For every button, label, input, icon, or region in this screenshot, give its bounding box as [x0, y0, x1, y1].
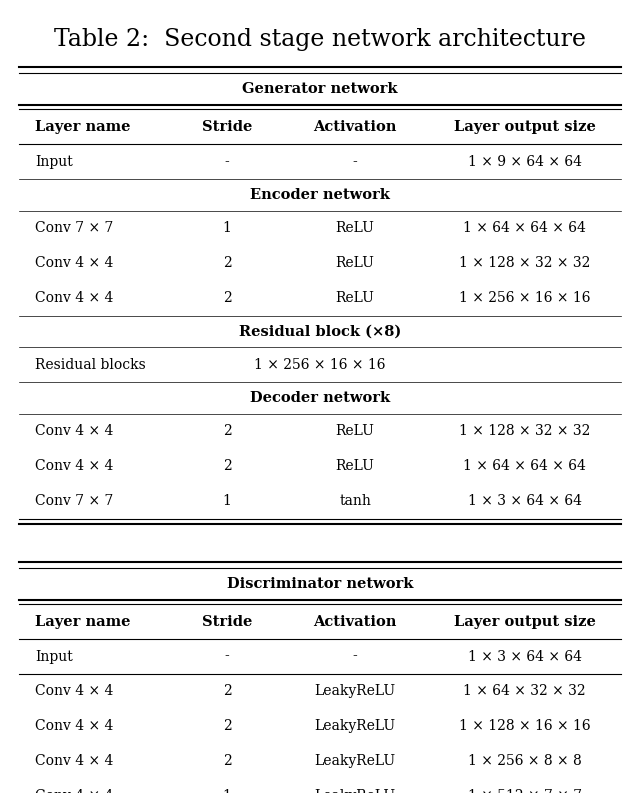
Text: Input: Input [35, 155, 73, 169]
Text: Conv 4 × 4: Conv 4 × 4 [35, 291, 113, 305]
Text: 1 × 128 × 32 × 32: 1 × 128 × 32 × 32 [459, 424, 591, 439]
Text: Encoder network: Encoder network [250, 188, 390, 202]
Text: 1 × 3 × 64 × 64: 1 × 3 × 64 × 64 [468, 649, 582, 664]
Text: 2: 2 [223, 256, 232, 270]
Text: Stride: Stride [202, 615, 252, 629]
Text: ReLU: ReLU [336, 256, 374, 270]
Text: Layer output size: Layer output size [454, 120, 596, 134]
Text: 2: 2 [223, 754, 232, 768]
Text: 1: 1 [223, 221, 232, 236]
Text: Conv 4 × 4: Conv 4 × 4 [35, 719, 113, 734]
Text: 1 × 256 × 16 × 16: 1 × 256 × 16 × 16 [254, 358, 386, 372]
Text: 2: 2 [223, 684, 232, 699]
Text: 1: 1 [223, 494, 232, 508]
Text: Layer name: Layer name [35, 615, 131, 629]
Text: 1 × 64 × 64 × 64: 1 × 64 × 64 × 64 [463, 221, 586, 236]
Text: tanh: tanh [339, 494, 371, 508]
Text: ReLU: ReLU [336, 459, 374, 473]
Text: Conv 7 × 7: Conv 7 × 7 [35, 221, 113, 236]
Text: LeakyReLU: LeakyReLU [315, 789, 396, 793]
Text: LeakyReLU: LeakyReLU [315, 719, 396, 734]
Text: 2: 2 [223, 719, 232, 734]
Text: Conv 7 × 7: Conv 7 × 7 [35, 494, 113, 508]
Text: 1 × 128 × 16 × 16: 1 × 128 × 16 × 16 [459, 719, 591, 734]
Text: Activation: Activation [314, 615, 397, 629]
Text: Layer output size: Layer output size [454, 615, 596, 629]
Text: LeakyReLU: LeakyReLU [315, 754, 396, 768]
Text: 1 × 256 × 16 × 16: 1 × 256 × 16 × 16 [459, 291, 591, 305]
Text: Stride: Stride [202, 120, 252, 134]
Text: Generator network: Generator network [243, 82, 397, 96]
Text: 1 × 512 × 7 × 7: 1 × 512 × 7 × 7 [468, 789, 582, 793]
Text: Conv 4 × 4: Conv 4 × 4 [35, 459, 113, 473]
Text: 2: 2 [223, 424, 232, 439]
Text: 2: 2 [223, 459, 232, 473]
Text: Input: Input [35, 649, 73, 664]
Text: ReLU: ReLU [336, 291, 374, 305]
Text: 1 × 9 × 64 × 64: 1 × 9 × 64 × 64 [468, 155, 582, 169]
Text: -: - [353, 155, 358, 169]
Text: 1 × 3 × 64 × 64: 1 × 3 × 64 × 64 [468, 494, 582, 508]
Text: ReLU: ReLU [336, 221, 374, 236]
Text: -: - [225, 155, 230, 169]
Text: 1: 1 [223, 789, 232, 793]
Text: -: - [225, 649, 230, 664]
Text: 1 × 256 × 8 × 8: 1 × 256 × 8 × 8 [468, 754, 582, 768]
Text: 1 × 64 × 32 × 32: 1 × 64 × 32 × 32 [463, 684, 586, 699]
Text: ReLU: ReLU [336, 424, 374, 439]
Text: -: - [353, 649, 358, 664]
Text: Activation: Activation [314, 120, 397, 134]
Text: LeakyReLU: LeakyReLU [315, 684, 396, 699]
Text: Conv 4 × 4: Conv 4 × 4 [35, 789, 113, 793]
Text: Residual blocks: Residual blocks [35, 358, 146, 372]
Text: Layer name: Layer name [35, 120, 131, 134]
Text: 1 × 128 × 32 × 32: 1 × 128 × 32 × 32 [459, 256, 591, 270]
Text: Conv 4 × 4: Conv 4 × 4 [35, 256, 113, 270]
Text: 1 × 64 × 64 × 64: 1 × 64 × 64 × 64 [463, 459, 586, 473]
Text: Conv 4 × 4: Conv 4 × 4 [35, 754, 113, 768]
Text: Decoder network: Decoder network [250, 391, 390, 405]
Text: Residual block (×8): Residual block (×8) [239, 324, 401, 339]
Text: Conv 4 × 4: Conv 4 × 4 [35, 424, 113, 439]
Text: Discriminator network: Discriminator network [227, 577, 413, 591]
Text: Conv 4 × 4: Conv 4 × 4 [35, 684, 113, 699]
Text: Table 2:  Second stage network architecture: Table 2: Second stage network architectu… [54, 28, 586, 51]
Text: 2: 2 [223, 291, 232, 305]
